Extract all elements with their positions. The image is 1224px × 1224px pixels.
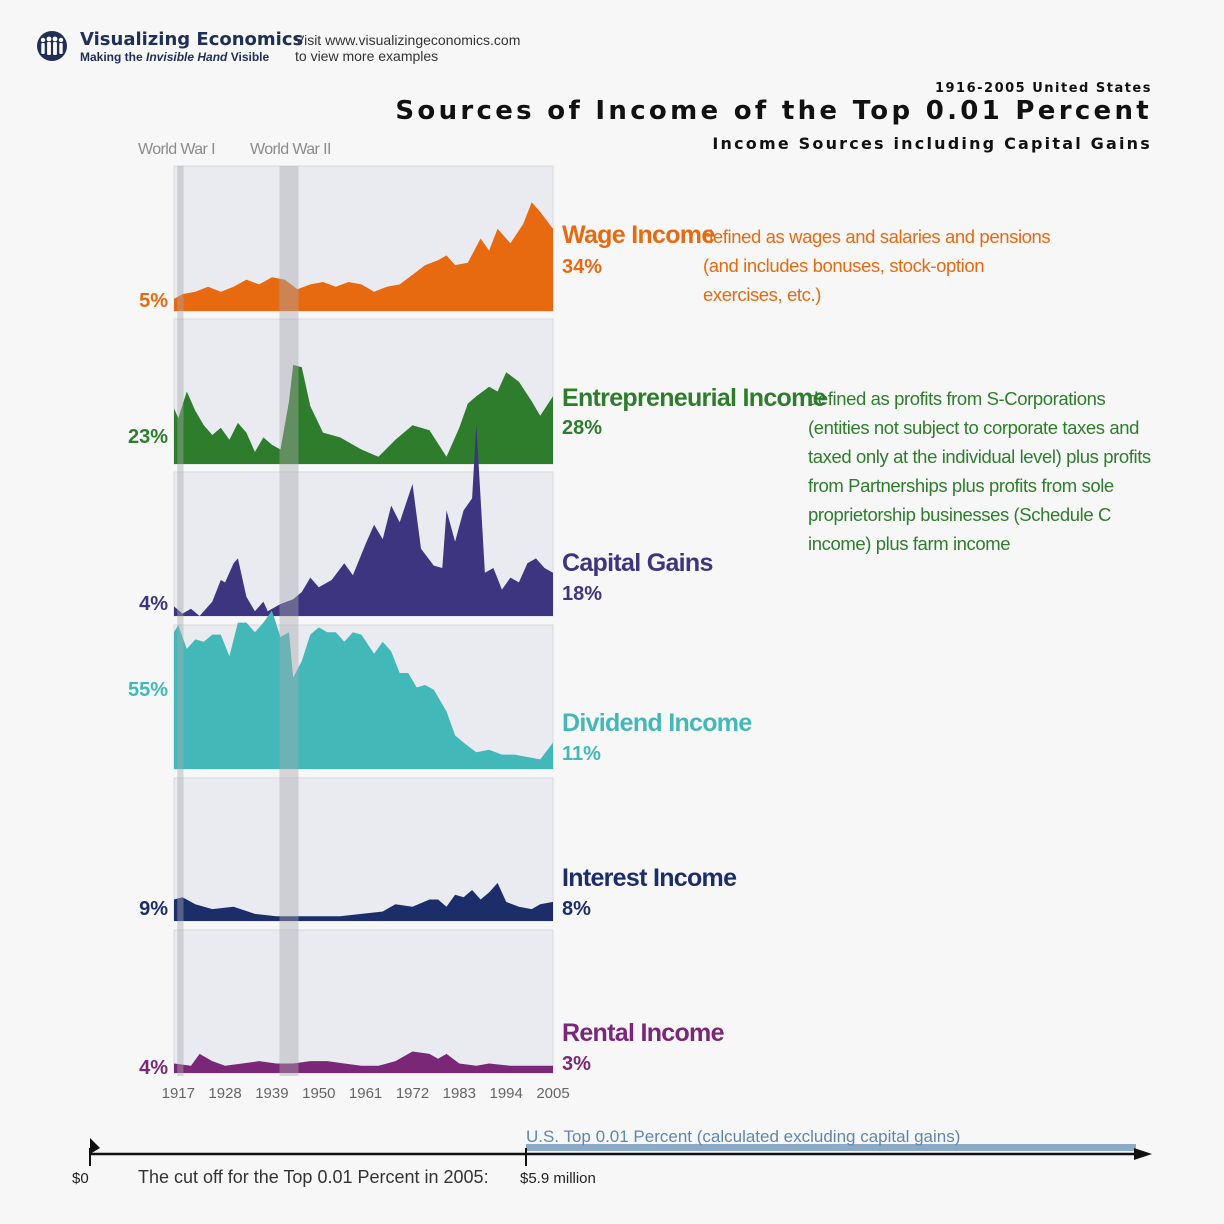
series-start-dividend: 55% <box>127 679 168 701</box>
series-start-capital-gains: 4% <box>139 593 168 615</box>
x-tick-1950: 1950 <box>302 1085 335 1102</box>
logo-icon <box>37 31 67 61</box>
series-end-rental: 3% <box>562 1053 591 1075</box>
scale-start-flag <box>90 1138 100 1154</box>
war-label-ww2: World War II <box>250 141 331 158</box>
cutoff-scale <box>89 1138 1152 1166</box>
series-end-capital-gains: 18% <box>562 583 603 605</box>
visit-line-1[interactable]: Visit www.visualizingeconomics.com <box>295 32 521 48</box>
area-wage <box>174 202 553 311</box>
scale-arrowhead <box>1134 1148 1152 1160</box>
area-rental <box>174 1051 553 1073</box>
x-tick-1939: 1939 <box>255 1085 288 1102</box>
x-tick-1928: 1928 <box>208 1085 241 1102</box>
chart-subtitle-years: 1916-2005 United States <box>934 81 1152 96</box>
x-tick-1972: 1972 <box>396 1085 429 1102</box>
scale-zero-label: $0 <box>72 1170 89 1187</box>
series-end-entrepreneurial: 28% <box>562 417 603 439</box>
panel-rental <box>173 929 554 1074</box>
tagline-after: Visible <box>227 50 270 64</box>
visit-line-2: to view more examples <box>295 48 439 64</box>
x-tick-1961: 1961 <box>349 1085 382 1102</box>
chart-subtitle-sources: Income Sources including Capital Gains <box>712 134 1152 153</box>
series-end-interest: 8% <box>562 898 591 920</box>
series-start-entrepreneurial: 23% <box>127 426 168 448</box>
brand-title: Visualizing Economics <box>80 29 304 50</box>
series-title-rental: Rental Income <box>562 1019 724 1047</box>
series-title-entrepreneurial: Entrepreneurial Income <box>562 384 827 412</box>
area-entrepreneurial <box>174 364 553 464</box>
x-tick-2005: 2005 <box>536 1085 569 1102</box>
war-label-ww1: World War I <box>138 141 216 158</box>
excl-bar <box>526 1144 1136 1151</box>
war-band-ww2 <box>279 166 299 1076</box>
excl-capital-gains-label: U.S. Top 0.01 Percent (calculated exclud… <box>526 1127 961 1146</box>
series-title-interest: Interest Income <box>562 864 737 892</box>
scale-cutoff-label: $5.9 million <box>520 1170 596 1187</box>
series-start-interest: 9% <box>139 898 168 920</box>
series-title-capital-gains: Capital Gains <box>562 549 713 577</box>
series-end-dividend: 11% <box>562 743 601 765</box>
series-start-wage: 5% <box>139 290 168 312</box>
war-band-ww1 <box>177 166 184 1076</box>
area-capital-gains <box>174 424 553 616</box>
series-title-wage: Wage Income <box>562 221 715 249</box>
series-definition-wage: defined as wages and salaries and pensio… <box>703 226 1051 305</box>
x-tick-1983: 1983 <box>443 1085 476 1102</box>
series-start-rental: 4% <box>139 1057 168 1079</box>
tagline-italic: Invisible Hand <box>146 50 228 64</box>
area-dividend <box>174 610 553 769</box>
cutoff-text: The cut off for the Top 0.01 Percent in … <box>138 1167 489 1187</box>
series-end-wage: 34% <box>562 256 603 278</box>
area-interest <box>174 882 553 921</box>
series-title-dividend: Dividend Income <box>562 709 752 737</box>
chart-title: Sources of Income of the Top 0.01 Percen… <box>395 96 1152 126</box>
tagline-before: Making the <box>80 50 147 64</box>
brand-tagline: Making the Invisible Hand Visible <box>80 50 269 64</box>
series-definition-entrepreneurial: defined as profits from S-Corporations (… <box>808 388 1151 554</box>
x-tick-1994: 1994 <box>490 1085 523 1102</box>
x-tick-1917: 1917 <box>162 1085 195 1102</box>
